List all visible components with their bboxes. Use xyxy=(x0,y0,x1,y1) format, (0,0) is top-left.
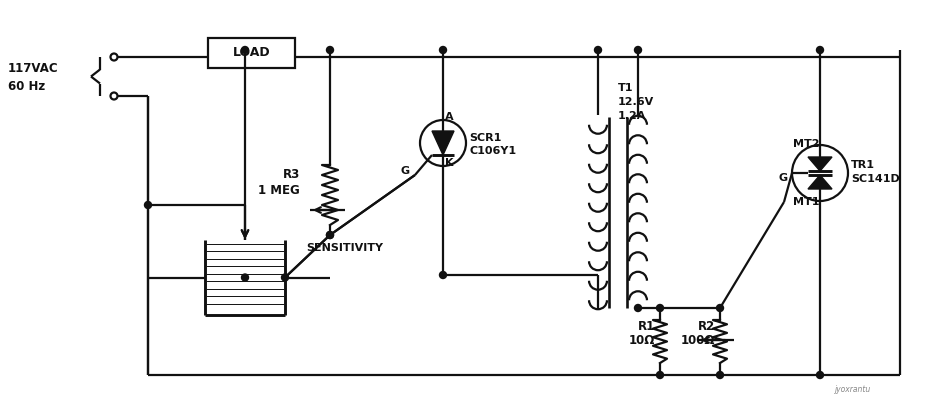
Text: 117VAC
60 Hz: 117VAC 60 Hz xyxy=(8,62,59,94)
Text: 1.2A: 1.2A xyxy=(618,111,646,121)
Circle shape xyxy=(656,304,663,312)
Text: 12.6V: 12.6V xyxy=(618,97,655,107)
Polygon shape xyxy=(432,131,454,155)
Text: R2: R2 xyxy=(697,320,715,332)
Circle shape xyxy=(716,371,724,378)
Text: R3: R3 xyxy=(283,168,300,181)
Text: SCR1: SCR1 xyxy=(469,133,502,143)
Text: K: K xyxy=(445,158,453,168)
Polygon shape xyxy=(808,175,832,189)
Circle shape xyxy=(110,92,118,100)
Circle shape xyxy=(440,271,446,279)
Text: 1 MEG: 1 MEG xyxy=(258,183,300,197)
Circle shape xyxy=(327,47,333,53)
Text: LOAD: LOAD xyxy=(233,47,271,59)
Text: 10Ω: 10Ω xyxy=(629,334,655,347)
Circle shape xyxy=(816,371,824,378)
Text: G: G xyxy=(401,166,410,176)
Circle shape xyxy=(110,53,118,60)
Circle shape xyxy=(144,201,151,209)
Circle shape xyxy=(656,371,663,378)
Text: MT1: MT1 xyxy=(792,197,819,207)
Circle shape xyxy=(816,47,824,53)
Bar xyxy=(208,38,295,68)
Text: A: A xyxy=(445,112,454,122)
Circle shape xyxy=(440,47,446,53)
Text: SC141D: SC141D xyxy=(851,174,900,184)
Text: MT2: MT2 xyxy=(792,139,819,149)
Circle shape xyxy=(595,47,601,53)
Polygon shape xyxy=(808,157,832,171)
Circle shape xyxy=(635,47,641,53)
Circle shape xyxy=(327,232,333,238)
Text: C106Y1: C106Y1 xyxy=(469,146,516,156)
Text: SENSITIVITY: SENSITIVITY xyxy=(307,243,384,253)
Circle shape xyxy=(635,304,641,312)
Text: 100Ω: 100Ω xyxy=(680,334,715,347)
Text: R1: R1 xyxy=(637,320,655,332)
Circle shape xyxy=(281,274,289,281)
Circle shape xyxy=(241,274,249,281)
Circle shape xyxy=(716,304,724,312)
Text: jyoxrantu: jyoxrantu xyxy=(835,386,871,394)
Text: TR1: TR1 xyxy=(851,160,875,170)
Circle shape xyxy=(327,232,333,238)
Circle shape xyxy=(241,47,249,53)
Text: T1: T1 xyxy=(618,83,634,93)
Text: G: G xyxy=(779,173,788,183)
